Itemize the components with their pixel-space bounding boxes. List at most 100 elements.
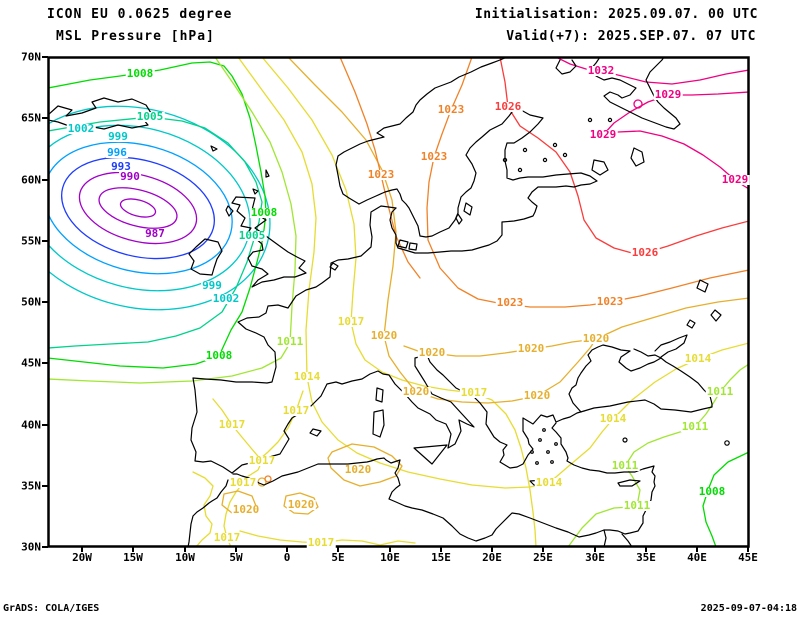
coast-denmark-isles	[397, 239, 418, 251]
lakes-turkey	[622, 437, 730, 446]
contour-label: 999	[201, 279, 223, 292]
contour-label: 1005	[135, 110, 165, 123]
y-tick-label: 45N	[21, 356, 41, 370]
contour-label: 1011	[622, 499, 652, 512]
contour-label: 996	[106, 146, 128, 159]
coast-med-spain-italy	[231, 354, 475, 474]
x-tick-mark	[235, 547, 237, 552]
contour-label: 1020	[369, 329, 399, 342]
contour-label: 1017	[217, 418, 247, 431]
x-tick-label: 5E	[331, 551, 345, 564]
reservoir-don	[686, 279, 722, 329]
contour-label: 1017	[212, 531, 242, 544]
contour-label: 1017	[459, 386, 489, 399]
y-tick-label: 65N	[21, 111, 41, 125]
x-tick-label: 10E	[380, 551, 400, 564]
coast-sicily	[413, 444, 448, 465]
x-tick-mark	[594, 547, 596, 552]
x-tick-mark	[81, 547, 83, 552]
contour-label: 1020	[417, 346, 447, 359]
contour-label: 1020	[581, 332, 611, 345]
coast-turkey-levant-africa	[232, 422, 656, 542]
x-tick-label: 15W	[123, 551, 143, 564]
x-tick-label: 35E	[636, 551, 656, 564]
y-tick-label: 70N	[21, 50, 41, 64]
contour-label: 1017	[281, 404, 311, 417]
y-tick-mark	[42, 179, 48, 181]
x-tick-label: 40E	[687, 551, 707, 564]
coast-hebrides	[225, 205, 234, 217]
y-tick-label: 55N	[21, 234, 41, 248]
x-tick-label: 25E	[533, 551, 553, 564]
contour-label: 1014	[534, 476, 564, 489]
coast-cyprus	[617, 479, 641, 487]
contour-label: 1026	[493, 100, 523, 113]
x-tick-label: 10W	[175, 551, 195, 564]
x-tick-label: 20W	[72, 551, 92, 564]
contour-label: 1020	[401, 385, 431, 398]
lakes-finland	[502, 117, 613, 173]
x-tick-label: 30E	[585, 551, 605, 564]
x-tick-mark	[645, 547, 647, 552]
contour-label: 1020	[231, 503, 261, 516]
contour-label: 1020	[522, 389, 552, 402]
lake-ladoga	[591, 159, 609, 176]
contour-label: 1032	[586, 64, 616, 77]
coast-ireland	[188, 238, 223, 276]
y-tick-mark	[42, 546, 48, 548]
grads-credit: GrADS: COLA/IGES	[3, 603, 100, 614]
x-tick-mark	[491, 547, 493, 552]
coast-oland	[455, 213, 463, 225]
y-tick-mark	[42, 117, 48, 119]
x-tick-mark	[440, 547, 442, 552]
contour-label: 1011	[680, 420, 710, 433]
x-tick-label: 45E	[738, 551, 758, 564]
contour-label: 1023	[419, 150, 449, 163]
coast-kola-white-sea	[589, 58, 681, 130]
x-tick-label: 5W	[229, 551, 243, 564]
contour-label: 1020	[286, 498, 316, 511]
y-tick-mark	[42, 362, 48, 364]
x-tick-label: 20E	[482, 551, 502, 564]
contour-label: 1017	[306, 536, 336, 549]
coast-shetland	[265, 169, 270, 178]
lake-ijsselmeer	[329, 262, 339, 271]
x-tick-mark	[389, 547, 391, 552]
coast-baltic	[358, 107, 598, 254]
contour-label: 1017	[228, 476, 258, 489]
contour-label: 1023	[436, 103, 466, 116]
y-tick-label: 35N	[21, 479, 41, 493]
contour-label: 1017	[336, 315, 366, 328]
y-tick-mark	[42, 424, 48, 426]
contour-label: 993	[110, 160, 132, 173]
islands-aegean	[530, 428, 558, 465]
contour-label: 987	[144, 227, 166, 240]
contour-label: 1008	[249, 206, 279, 219]
lake-onega	[630, 147, 645, 167]
contour-label: 1002	[211, 292, 241, 305]
x-tick-mark	[542, 547, 544, 552]
y-tick-mark	[42, 485, 48, 487]
y-tick-label: 50N	[21, 295, 41, 309]
coast-corsica	[375, 387, 384, 403]
contour-label: 1008	[204, 349, 234, 362]
x-tick-mark	[286, 547, 288, 552]
coast-faroe	[210, 145, 218, 152]
y-tick-mark	[42, 56, 48, 58]
coast-mallorca	[309, 428, 322, 437]
x-tick-mark	[696, 547, 698, 552]
contour-label: 1029	[588, 128, 618, 141]
coast-adriatic-greece	[426, 354, 585, 469]
contour-label: 1002	[66, 122, 96, 135]
y-tick-mark	[42, 301, 48, 303]
coast-crimea	[618, 348, 662, 372]
contour-label: 1011	[705, 385, 735, 398]
contour-label: 990	[119, 170, 141, 183]
init-time: Initialisation: 2025.09.07. 00 UTC	[474, 7, 758, 22]
x-tick-mark	[747, 547, 749, 552]
x-tick-mark	[132, 547, 134, 552]
y-tick-label: 60N	[21, 173, 41, 187]
coast-suez	[621, 533, 633, 546]
creation-timestamp: 2025-09-07-04:18	[700, 603, 797, 614]
